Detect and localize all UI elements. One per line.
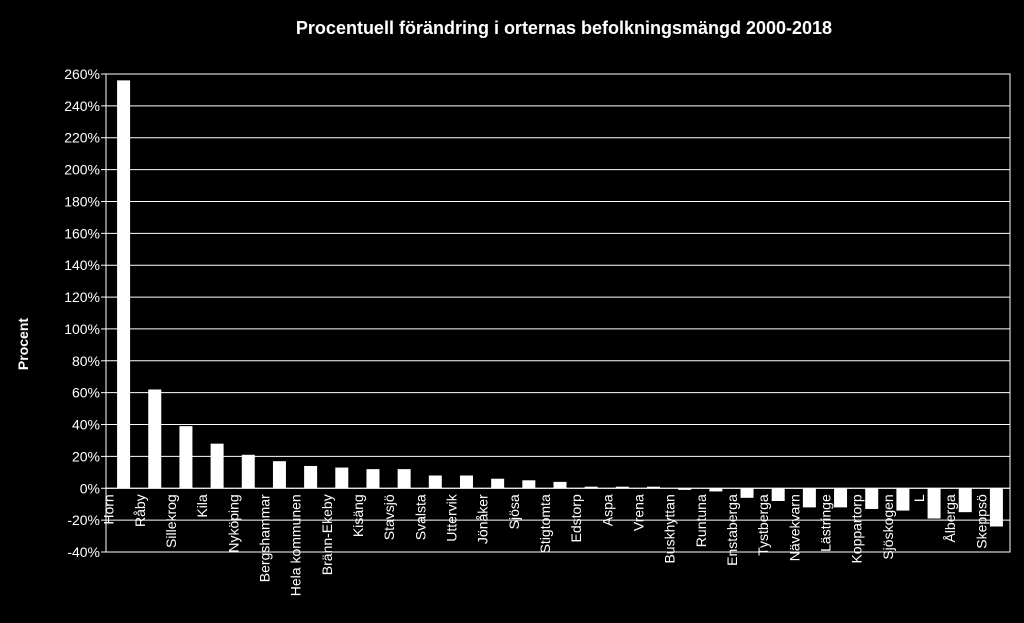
x-category-label: Stavsjö (381, 494, 397, 540)
y-tick-label: 260% (64, 66, 100, 82)
x-category-label: Ålberga (942, 494, 958, 542)
x-category-label: Råby (132, 494, 148, 527)
bar (834, 488, 848, 508)
bars (117, 80, 1003, 527)
bar (397, 469, 411, 489)
bar (678, 488, 692, 490)
bar (491, 478, 505, 489)
bar (958, 488, 972, 513)
x-category-label: Horn (101, 494, 117, 524)
bar (709, 488, 723, 492)
bar (740, 488, 754, 498)
bar (428, 475, 442, 489)
bar (210, 443, 224, 489)
y-tick-label: 180% (64, 193, 100, 209)
y-axis-ticks: 260% 240% 220% 200% 180% 160% 140% 120% 100% 80% 6… (64, 66, 106, 560)
x-category-label: Uttervik (443, 493, 459, 541)
y-tick-label: 240% (64, 98, 100, 114)
x-category-label: Svalsta (412, 494, 428, 540)
bar (771, 488, 785, 502)
x-category-label: Tystberga (755, 494, 771, 556)
bar (553, 481, 567, 489)
x-category-label: Bergshammar (256, 494, 272, 582)
x-category-label: Sjöskogen (880, 494, 896, 559)
bar (927, 488, 941, 519)
y-tick-label: 100% (64, 321, 100, 337)
y-tick-label: -20% (67, 512, 100, 528)
y-tick-label: 0% (80, 480, 100, 496)
x-category-label: Enstaberga (724, 494, 740, 566)
y-tick-label: 60% (72, 385, 100, 401)
x-category-label: Edstorp (568, 494, 584, 542)
y-tick-label: 140% (64, 257, 100, 273)
bar (989, 488, 1003, 527)
plot-area (105, 73, 1011, 553)
y-tick-label: 80% (72, 353, 100, 369)
x-category-label: Stigtomta (537, 494, 553, 553)
y-tick-label: 20% (72, 448, 100, 464)
y-tick-label: 220% (64, 130, 100, 146)
x-category-label: Lästringe (818, 494, 834, 552)
bar (148, 389, 162, 489)
y-tick-label: 160% (64, 225, 100, 241)
y-tick-label: 200% (64, 162, 100, 178)
bar (459, 475, 473, 489)
y-tick-label: 120% (64, 289, 100, 305)
bar (304, 465, 318, 489)
x-category-label: Runtuna (693, 494, 709, 547)
y-tick-label: 40% (72, 417, 100, 433)
x-category-label: Bränn-Ekeby (319, 494, 335, 575)
x-category-label: L (911, 494, 927, 502)
bar (117, 80, 131, 489)
bar (272, 461, 286, 489)
y-axis-label: Procent (15, 318, 31, 370)
x-category-label: Skeppsö (973, 494, 989, 549)
x-category-label: Koppartorp (849, 494, 865, 563)
x-axis-labels: Horn Råby Sillekrog Kila Nyköping Bergshammar… (101, 493, 990, 596)
x-category-label: Sjösa (506, 494, 522, 529)
x-category-label: Buskhyttan (662, 494, 678, 563)
x-category-label: Vrena (631, 494, 647, 531)
x-category-label: Nävekvarn (786, 494, 802, 561)
gridlines (106, 73, 1010, 553)
x-category-label: Hela kommunen (288, 494, 304, 596)
x-category-label: Aspa (599, 494, 615, 526)
x-category-label: Nyköping (225, 494, 241, 552)
bar (647, 486, 661, 489)
bar (366, 469, 380, 489)
bar (335, 467, 349, 489)
bar (802, 488, 816, 508)
bar (584, 486, 598, 489)
bar (896, 488, 910, 511)
chart-title: Procentuell förändring i orternas befolk… (296, 18, 832, 38)
bar (865, 488, 879, 509)
bar (615, 486, 629, 489)
bar (241, 454, 255, 489)
bar (522, 480, 536, 489)
x-category-label: Kila (194, 494, 210, 518)
x-category-label: Jönåker (475, 494, 491, 544)
bar (179, 426, 193, 489)
x-category-label: Sillekrog (163, 494, 179, 548)
y-tick-label: -40% (67, 544, 100, 560)
x-category-label: Kisäng (350, 494, 366, 537)
